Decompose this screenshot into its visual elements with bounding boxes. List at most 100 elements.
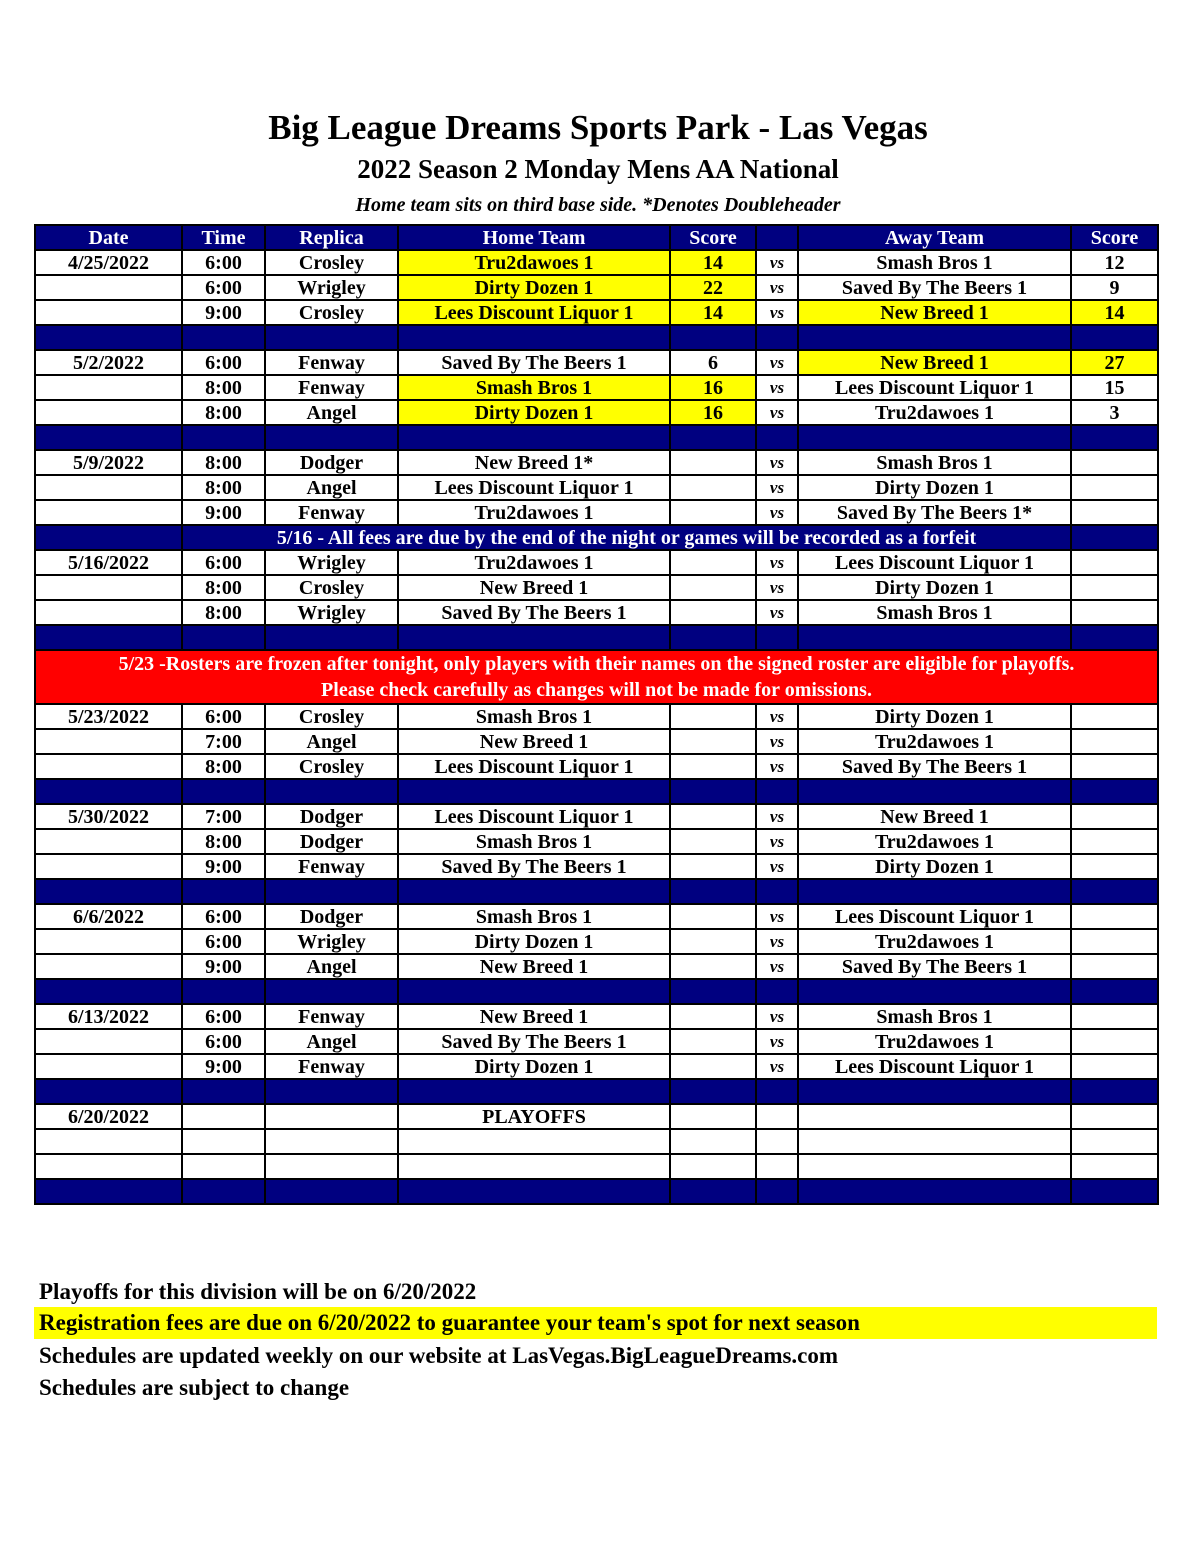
separator-cell bbox=[669, 624, 757, 651]
column-header-vs bbox=[755, 224, 799, 251]
time-cell: 6:00 bbox=[181, 1028, 266, 1055]
away-team-cell: Dirty Dozen 1 bbox=[797, 703, 1072, 730]
date-cell bbox=[34, 828, 183, 855]
separator-cell bbox=[1070, 878, 1159, 905]
vs-label: vs bbox=[755, 1053, 799, 1080]
replica-field-cell bbox=[264, 1153, 399, 1180]
game-row: 7:00 Angel New Breed 1 vs Tru2dawoes 1 bbox=[34, 728, 1159, 755]
separator-cell bbox=[181, 1178, 266, 1205]
home-score-cell bbox=[669, 828, 757, 855]
separator-row bbox=[34, 624, 1159, 651]
time-cell: 9:00 bbox=[181, 953, 266, 980]
home-team-cell: Saved By The Beers 1 bbox=[397, 1028, 671, 1055]
away-team-cell: Tru2dawoes 1 bbox=[797, 1028, 1072, 1055]
separator-cell bbox=[397, 878, 671, 905]
away-score-cell bbox=[1070, 803, 1159, 830]
date-cell: 5/23/2022 bbox=[34, 703, 183, 730]
away-team-cell: Lees Discount Liquor 1 bbox=[797, 549, 1072, 576]
away-score-cell bbox=[1070, 499, 1159, 526]
separator-cell bbox=[797, 878, 1072, 905]
home-team-cell: Lees Discount Liquor 1 bbox=[397, 299, 671, 326]
game-row: 9:00 Fenway Tru2dawoes 1 vs Saved By The Bee… bbox=[34, 499, 1159, 526]
away-score-cell bbox=[1070, 903, 1159, 930]
replica-field-cell: Angel bbox=[264, 474, 399, 501]
roster-alert-row: 5/23 -Rosters are frozen after tonight, … bbox=[34, 649, 1159, 705]
home-score-cell bbox=[669, 1128, 757, 1155]
time-cell bbox=[181, 1128, 266, 1155]
separator-cell bbox=[264, 1178, 399, 1205]
replica-field-cell: Fenway bbox=[264, 1003, 399, 1030]
away-score-cell bbox=[1070, 1003, 1159, 1030]
separator-cell bbox=[669, 424, 757, 451]
separator-cell bbox=[397, 978, 671, 1005]
separator-cell bbox=[264, 978, 399, 1005]
time-cell: 8:00 bbox=[181, 374, 266, 401]
away-team-cell bbox=[797, 1128, 1072, 1155]
separator-cell bbox=[34, 878, 183, 905]
replica-field-cell: Crosley bbox=[264, 574, 399, 601]
away-team-cell bbox=[797, 1103, 1072, 1130]
away-team-cell: Tru2dawoes 1 bbox=[797, 399, 1072, 426]
vs-label: vs bbox=[755, 399, 799, 426]
replica-field-cell: Fenway bbox=[264, 499, 399, 526]
away-score-cell: 3 bbox=[1070, 399, 1159, 426]
game-row: 9:00 Fenway Dirty Dozen 1 vs Lees Discount L… bbox=[34, 1053, 1159, 1080]
home-team-cell: Dirty Dozen 1 bbox=[397, 274, 671, 301]
away-team-cell: New Breed 1 bbox=[797, 299, 1072, 326]
away-team-cell: Smash Bros 1 bbox=[797, 599, 1072, 626]
home-team-cell: Smash Bros 1 bbox=[397, 828, 671, 855]
time-cell: 8:00 bbox=[181, 474, 266, 501]
date-cell: 5/9/2022 bbox=[34, 449, 183, 476]
column-header-replica: Replica bbox=[264, 224, 399, 251]
roster-alert-line-1: 5/23 -Rosters are frozen after tonight, … bbox=[118, 653, 1075, 675]
home-team-cell: Lees Discount Liquor 1 bbox=[397, 474, 671, 501]
vs-label: vs bbox=[755, 374, 799, 401]
date-cell bbox=[34, 953, 183, 980]
away-score-cell: 14 bbox=[1070, 299, 1159, 326]
replica-field-cell: Fenway bbox=[264, 1053, 399, 1080]
separator-cell bbox=[34, 1178, 183, 1205]
separator-cell bbox=[264, 778, 399, 805]
home-score-cell bbox=[669, 928, 757, 955]
replica-field-cell: Dodger bbox=[264, 828, 399, 855]
away-team-cell: Smash Bros 1 bbox=[797, 449, 1072, 476]
separator-cell bbox=[181, 324, 266, 351]
home-team-cell: Saved By The Beers 1 bbox=[397, 853, 671, 880]
away-team-cell: Saved By The Beers 1 bbox=[797, 953, 1072, 980]
separator-row bbox=[34, 878, 1159, 905]
schedule-table: Date Time Replica Home Team Score Away T… bbox=[34, 224, 1159, 1205]
game-row: 5/30/2022 7:00 Dodger Lees Discount Liquor … bbox=[34, 803, 1159, 830]
separator-cell bbox=[1070, 624, 1159, 651]
away-score-cell: 27 bbox=[1070, 349, 1159, 376]
home-score-cell bbox=[669, 499, 757, 526]
away-team-cell: Tru2dawoes 1 bbox=[797, 928, 1072, 955]
away-team-cell: Saved By The Beers 1 bbox=[797, 274, 1072, 301]
time-cell: 9:00 bbox=[181, 1053, 266, 1080]
away-score-cell bbox=[1070, 474, 1159, 501]
replica-field-cell: Angel bbox=[264, 728, 399, 755]
home-team-cell: New Breed 1 bbox=[397, 728, 671, 755]
separator-cell bbox=[181, 878, 266, 905]
time-cell bbox=[181, 1103, 266, 1130]
footer-website-note: Schedules are updated weekly on our webs… bbox=[39, 1343, 839, 1368]
away-score-cell: 15 bbox=[1070, 374, 1159, 401]
away-team-cell: Lees Discount Liquor 1 bbox=[797, 1053, 1072, 1080]
vs-label bbox=[755, 1103, 799, 1130]
home-team-cell: Smash Bros 1 bbox=[397, 903, 671, 930]
separator-row bbox=[34, 1178, 1159, 1205]
game-row: 8:00 Crosley New Breed 1 vs Dirty Dozen 1 bbox=[34, 574, 1159, 601]
away-team-cell: Dirty Dozen 1 bbox=[797, 474, 1072, 501]
home-team-cell bbox=[397, 1128, 671, 1155]
away-score-cell bbox=[1070, 1153, 1159, 1180]
game-row bbox=[34, 1153, 1159, 1180]
date-cell bbox=[34, 928, 183, 955]
home-score-cell bbox=[669, 853, 757, 880]
separator-cell bbox=[669, 778, 757, 805]
date-cell: 6/20/2022 bbox=[34, 1103, 183, 1130]
replica-field-cell: Fenway bbox=[264, 853, 399, 880]
away-team-cell: New Breed 1 bbox=[797, 349, 1072, 376]
separator-cell bbox=[264, 624, 399, 651]
replica-field-cell: Dodger bbox=[264, 903, 399, 930]
